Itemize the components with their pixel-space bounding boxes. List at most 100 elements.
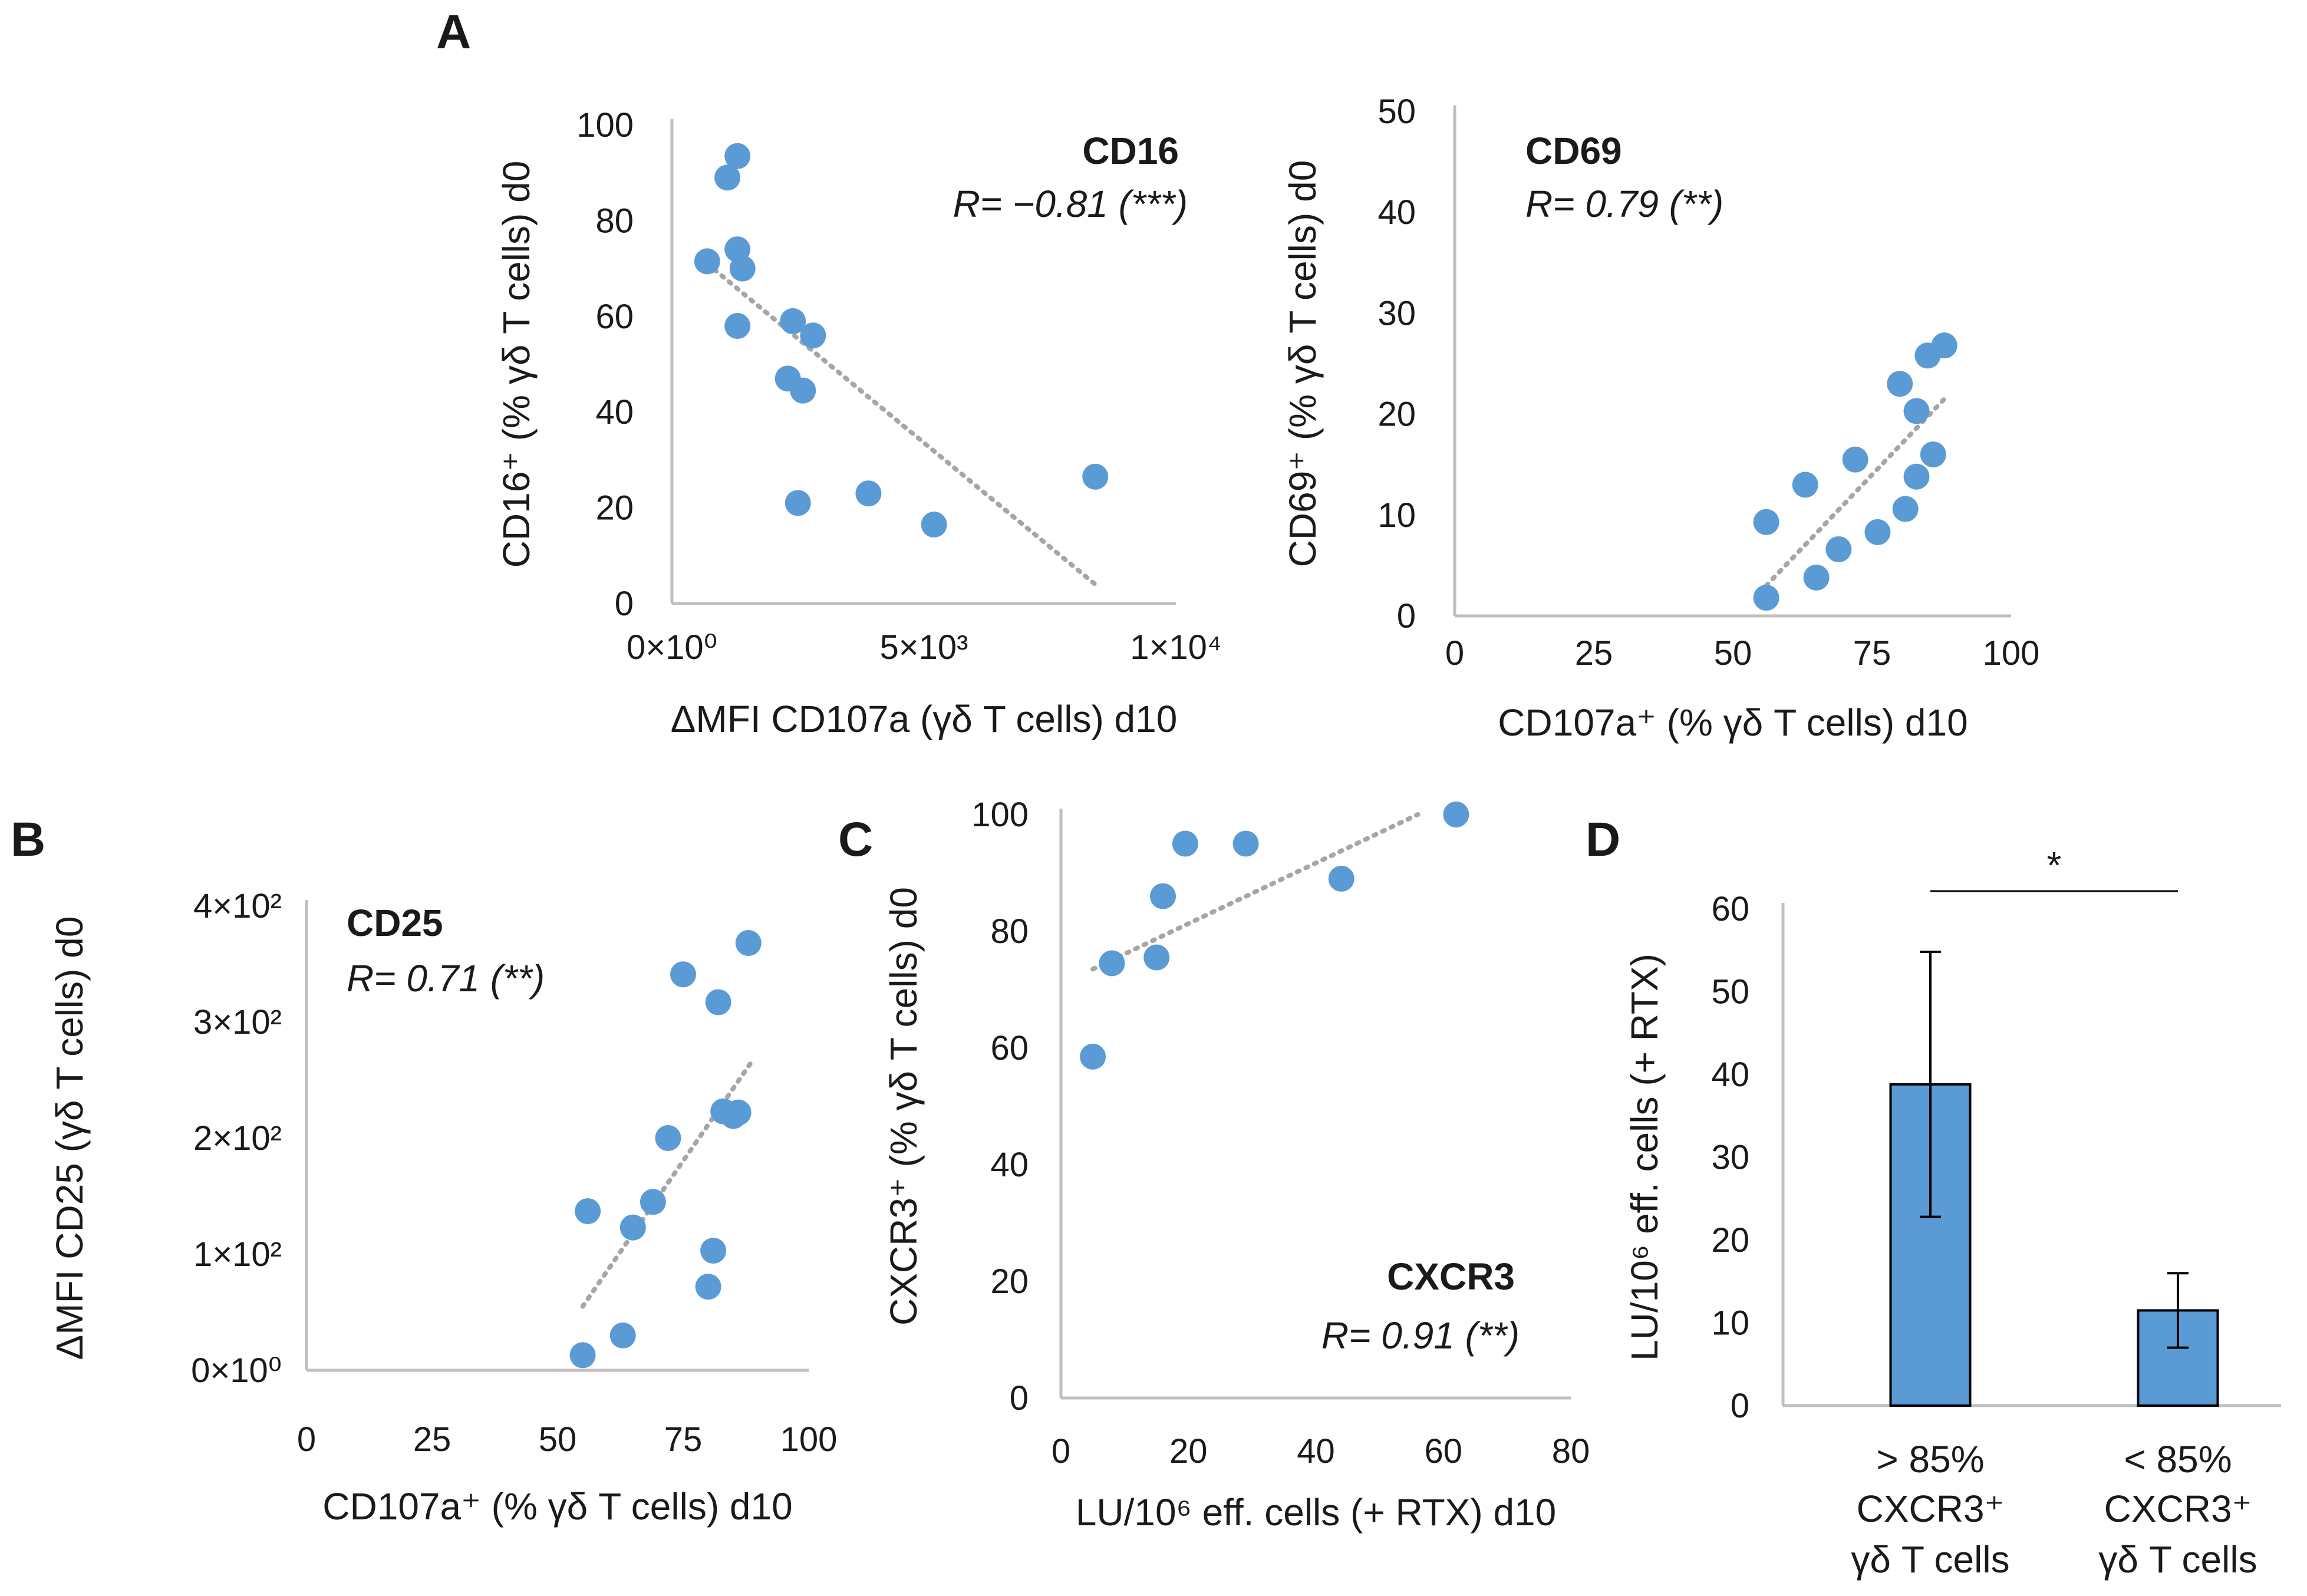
y-tick-label: 3×10²	[193, 1003, 282, 1041]
chart-d: D 0 10 20 30 40 50 60 LU/10⁶ eff. cells (+ RTX) >…	[1586, 813, 2281, 1581]
data-point	[724, 143, 751, 169]
x-tick-label: 20	[1169, 1432, 1208, 1470]
y-tick-label: 30	[1377, 294, 1416, 332]
data-point	[714, 164, 741, 191]
data-point	[1172, 830, 1198, 857]
y-tick-label: 80	[595, 202, 634, 240]
data-point	[1082, 463, 1109, 490]
y-tick-label: 10	[1711, 1304, 1749, 1343]
trendline	[704, 261, 1098, 587]
trendline	[580, 1057, 756, 1309]
y-axis-label: LU/10⁶ eff. cells (+ RTX)	[1623, 954, 1666, 1361]
y-tick-label: 0	[1731, 1387, 1749, 1425]
correlation-stat: R= 0.79 (**)	[1525, 183, 1723, 225]
data-point	[1903, 398, 1930, 424]
data-point	[1803, 564, 1830, 591]
data-point	[695, 1274, 721, 1300]
data-point	[1143, 944, 1170, 971]
data-point	[1931, 332, 1957, 359]
marker-title: CD69	[1525, 130, 1622, 172]
data-point	[1753, 509, 1779, 535]
data-point	[655, 1125, 681, 1151]
data-point	[725, 1099, 752, 1126]
y-tick-label: 50	[1711, 973, 1749, 1011]
y-tick-label: 60	[1711, 890, 1749, 928]
panel-letter: D	[1586, 813, 1620, 866]
x-tick-label: 5×10³	[880, 628, 968, 667]
x-tick-label: 80	[1552, 1432, 1590, 1470]
y-axis-label: CXCR3⁺ (% γδ T cells) d0	[882, 887, 925, 1325]
chart-a2: 0 10 20 30 40 50 CD69⁺ (% γδ T cells) d0 0 25 50 7…	[1281, 93, 2039, 744]
x-axis-label: CD107a⁺ (% γδ T cells) d10	[322, 1485, 792, 1528]
data-point	[700, 1238, 727, 1264]
correlation-stat: R= 0.71 (**)	[347, 957, 545, 1000]
data-point	[729, 255, 756, 282]
x-tick-label: 25	[413, 1420, 451, 1459]
category-label: CXCR3⁺	[2104, 1488, 2252, 1530]
y-tick-label: 40	[595, 393, 634, 431]
panel-letter: C	[838, 813, 873, 866]
y-axis-label: CD16⁺ (% γδ T cells) d0	[495, 161, 538, 568]
category-label: γδ T cells	[1851, 1538, 2009, 1581]
y-tick-label: 100	[576, 106, 634, 144]
x-tick-label: 40	[1297, 1432, 1335, 1470]
category-label: γδ T cells	[2098, 1538, 2257, 1581]
y-tick-label: 30	[1711, 1139, 1749, 1177]
y-tick-label: 0	[1010, 1379, 1029, 1417]
data-point	[1903, 463, 1930, 490]
chart-c: C 0 20 40 60 80 100 CXCR3⁺ (% γδ T cells) d0 0 20…	[838, 796, 1590, 1534]
x-axis-label: CD107a⁺ (% γδ T cells) d10	[1498, 701, 1967, 744]
data-point	[1842, 446, 1868, 473]
significance-marker: *	[2047, 844, 2062, 886]
y-tick-label: 20	[1711, 1221, 1749, 1259]
y-axis-label: ΔMFI CD25 (γδ T cells) d0	[48, 916, 91, 1360]
x-tick-label: 0×10⁰	[627, 628, 717, 667]
chart-a1: A 0 20 40 60 80 100 CD16⁺ (% γδ T cells) d0 0×10…	[436, 5, 1222, 740]
data-point	[1892, 496, 1919, 522]
trendline	[1090, 812, 1421, 972]
x-tick-label: 75	[1853, 634, 1891, 672]
data-point	[790, 377, 816, 404]
data-point	[609, 1322, 636, 1348]
chart-b: B 0×10⁰ 1×10² 2×10² 3×10² 4×10² ΔMFI CD25 (γδ …	[11, 813, 837, 1528]
data-point	[670, 961, 696, 988]
x-tick-label: 50	[1714, 634, 1752, 672]
data-point	[1232, 830, 1259, 857]
data-point	[855, 480, 882, 507]
data-point	[1792, 471, 1818, 498]
y-tick-label: 20	[595, 489, 634, 527]
x-tick-label: 75	[664, 1420, 703, 1459]
y-tick-label: 4×10²	[193, 887, 282, 925]
category-label: < 85%	[2124, 1438, 2232, 1480]
y-tick-label: 40	[1377, 193, 1416, 232]
data-point	[575, 1198, 601, 1225]
y-tick-label: 60	[595, 298, 634, 336]
x-tick-label: 60	[1424, 1432, 1462, 1470]
correlation-stat: R= 0.91 (**)	[1321, 1314, 1520, 1357]
data-point	[800, 322, 826, 349]
marker-title: CD16	[1082, 130, 1179, 172]
data-point	[640, 1189, 666, 1215]
y-tick-label: 50	[1377, 93, 1416, 131]
x-tick-label: 0	[1445, 634, 1464, 672]
data-point	[780, 308, 806, 334]
y-axis-label: CD69⁺ (% γδ T cells) d0	[1281, 160, 1324, 568]
data-point	[1328, 865, 1354, 892]
data-point	[1443, 802, 1469, 827]
x-axis-label: LU/10⁶ eff. cells (+ RTX) d10	[1076, 1491, 1556, 1534]
x-tick-label: 50	[539, 1420, 577, 1459]
data-point	[1887, 371, 1913, 397]
y-tick-label: 20	[1377, 395, 1416, 434]
y-tick-label: 100	[971, 796, 1029, 834]
category-label: > 85%	[1876, 1438, 1984, 1480]
y-tick-label: 80	[990, 912, 1029, 951]
x-tick-label: 100	[1983, 634, 2040, 672]
trendline	[1764, 396, 1947, 588]
y-tick-label: 1×10²	[193, 1235, 282, 1274]
y-tick-label: 0	[1397, 597, 1416, 635]
data-point	[1864, 519, 1891, 545]
data-point	[569, 1342, 596, 1369]
x-tick-label: 25	[1575, 634, 1613, 672]
data-point	[735, 930, 762, 957]
